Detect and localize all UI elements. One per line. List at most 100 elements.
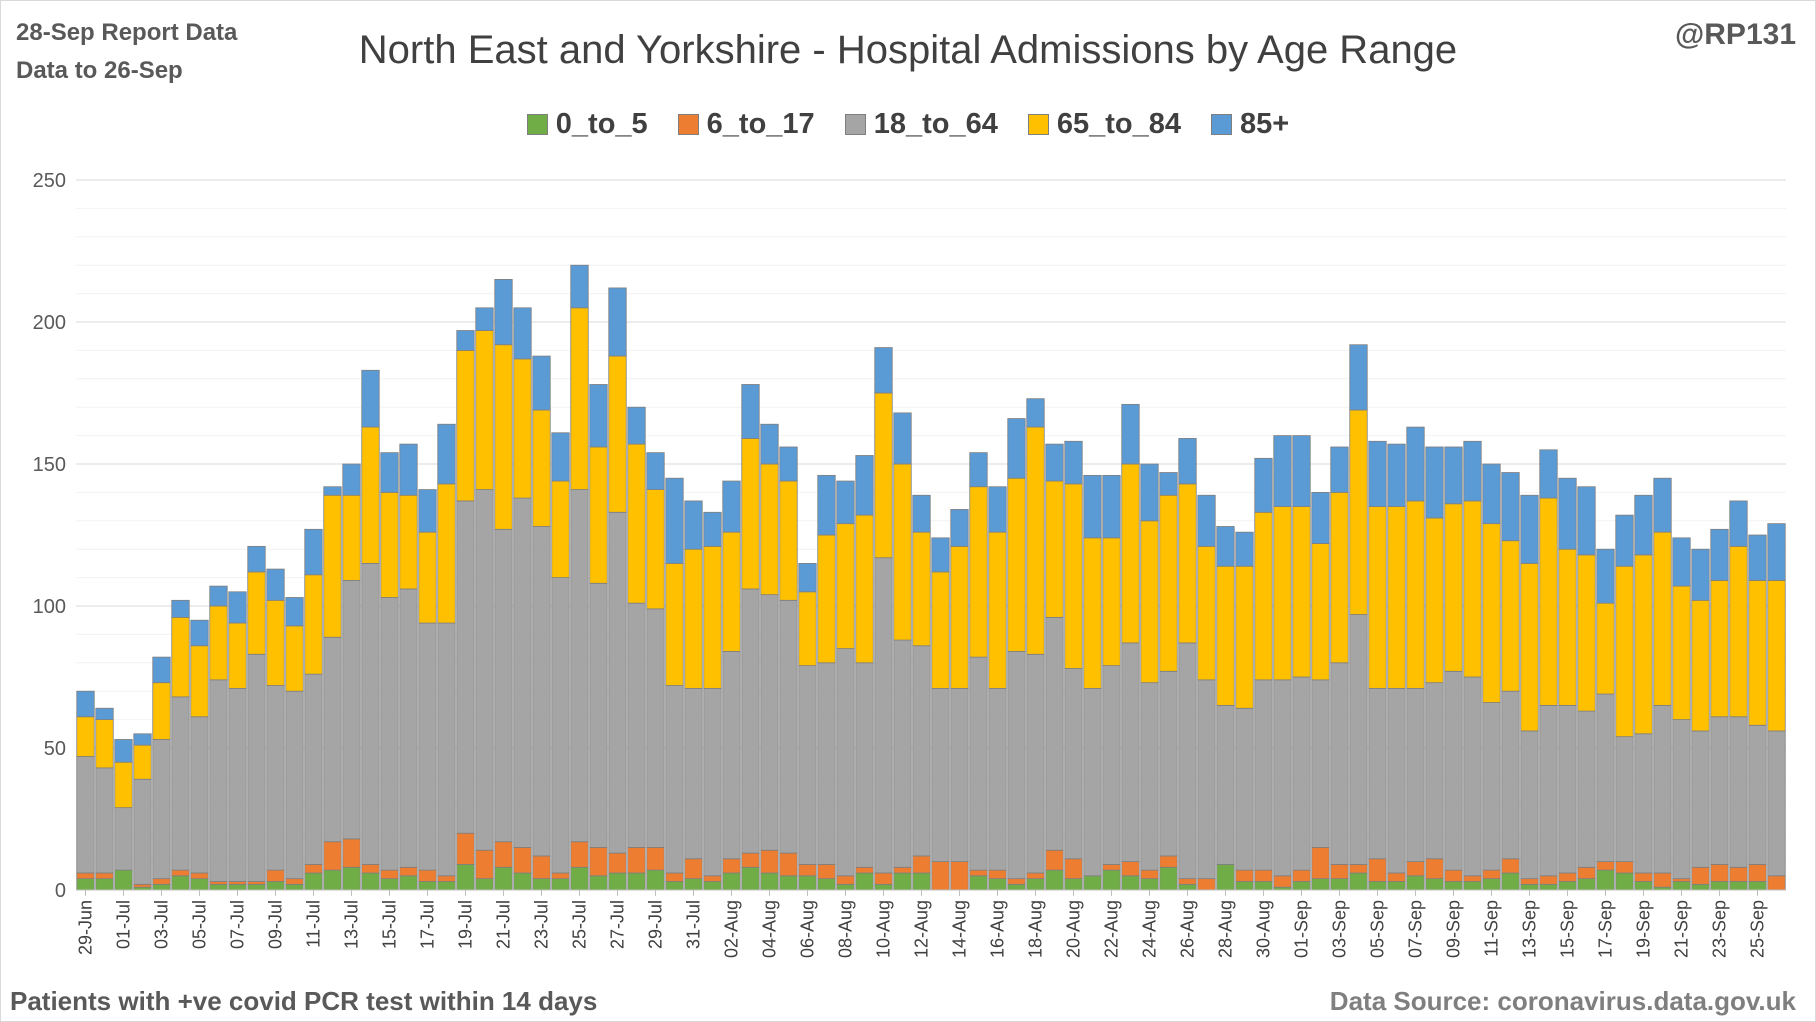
bar-segment-6_to_17 [1634,872,1653,882]
bar-segment-6_to_17 [494,841,513,868]
x-tick-label: 26-Aug [1178,900,1198,958]
bar-segment-65_to_84 [114,761,133,809]
bar-segment-18_to_64 [1102,665,1121,865]
bar-segment-6_to_17 [1178,878,1197,885]
x-tick-label: 11-Sep [1482,900,1502,957]
x-tick-label: 25-Jul [570,900,590,949]
bar-segment-65_to_84 [1349,409,1368,615]
bar-segment-18_to_64 [1748,724,1767,865]
chart-title: North East and Yorkshire - Hospital Admi… [358,28,1458,72]
bar-segment-85+ [1178,438,1197,485]
bar-segment-0_to_5 [418,881,437,891]
x-tick-label: 08-Aug [836,900,856,958]
bar-segment-85+ [532,355,551,411]
bar-segment-0_to_5 [798,875,817,891]
bar-segment-85+ [722,480,741,533]
bar-segment-18_to_64 [1216,705,1235,865]
bar-segment-18_to_64 [1577,710,1596,868]
bar-segment-18_to_64 [1710,716,1729,865]
bar-segment-65_to_84 [1026,426,1045,655]
bar-segment-6_to_17 [570,841,589,868]
bar-segment-0_to_5 [1672,881,1691,891]
bar-segment-65_to_84 [722,531,741,652]
bar-segment-6_to_17 [1273,875,1292,888]
bar-segment-0_to_5 [703,881,722,891]
bar-segment-85+ [893,412,912,465]
bar-segment-0_to_5 [95,878,114,891]
bar-segment-85+ [1387,443,1406,507]
bar-segment-6_to_17 [1653,872,1672,888]
bar-segment-65_to_84 [1501,540,1520,692]
bar-segment-0_to_5 [399,875,418,891]
bar-segment-6_to_17 [475,849,494,880]
bar-segment-6_to_17 [513,847,532,874]
x-tick-label: 25-Sep [1748,900,1768,958]
bar-segment-18_to_64 [152,739,171,880]
x-tick-label: 06-Aug [798,900,818,958]
x-tick-label: 05-Jul [190,900,210,949]
x-tick-label: 23-Sep [1710,900,1730,958]
bar-segment-85+ [646,452,665,490]
bar-segment-18_to_64 [1387,687,1406,874]
bar-segment-65_to_84 [1767,580,1786,732]
bar-segment-85+ [1349,344,1368,411]
bar-segment-0_to_5 [513,872,532,891]
bar-segment-6_to_17 [171,869,190,877]
bar-segment-18_to_64 [95,767,114,874]
bar-segment-85+ [1254,457,1273,513]
bar-segment-65_to_84 [627,443,646,604]
bar-segment-85+ [1767,523,1786,581]
bar-segment-85+ [1026,398,1045,428]
bar-segment-85+ [114,739,133,763]
x-tick-label: 17-Sep [1596,900,1616,958]
bar-segment-6_to_17 [1463,875,1482,882]
bar-segment-65_to_84 [1672,585,1691,720]
bar-segment-65_to_84 [1520,563,1539,732]
bar-segment-85+ [1064,440,1083,485]
bar-segment-6_to_17 [1482,869,1501,880]
bar-segment-85+ [1748,534,1767,581]
bar-segment-0_to_5 [76,878,95,891]
bar-segment-65_to_84 [703,545,722,689]
y-tick-label: 50 [44,738,66,760]
bar-segment-18_to_64 [1615,736,1634,863]
x-tick-label: 02-Aug [722,900,742,958]
legend-label: 18_to_64 [873,108,998,140]
bar-segment-0_to_5 [1330,878,1349,891]
bar-segment-65_to_84 [1425,517,1444,684]
bar-segment-0_to_5 [1368,881,1387,891]
bar-segment-18_to_64 [1064,668,1083,860]
bar-segment-6_to_17 [1577,866,1596,880]
x-tick-label: 10-Aug [874,900,894,958]
x-tick-label: 09-Sep [1444,900,1464,958]
bar-segment-65_to_84 [1235,565,1254,709]
bar-segment-65_to_84 [1444,503,1463,672]
bar-segment-18_to_64 [589,582,608,848]
bar-segment-65_to_84 [323,494,342,638]
bar-segment-65_to_84 [893,463,912,641]
bar-segment-85+ [1596,548,1615,604]
bar-segment-0_to_5 [741,866,760,891]
bar-segment-65_to_84 [76,716,95,757]
bar-segment-0_to_5 [1748,881,1767,891]
bar-segment-18_to_64 [760,594,779,851]
bar-segment-18_to_64 [1501,690,1520,860]
bar-segment-18_to_64 [1634,733,1653,874]
bar-segment-6_to_17 [589,847,608,877]
bar-segment-65_to_84 [456,349,475,502]
bar-segment-0_to_5 [760,872,779,891]
bar-segment-18_to_64 [209,679,228,882]
bar-segment-85+ [95,707,114,720]
bar-segment-18_to_64 [855,662,874,868]
data-date-line: Data to 26-Sep [16,57,183,84]
bar-segment-6_to_17 [931,861,950,891]
bar-segment-85+ [969,452,988,488]
bar-segment-18_to_64 [1121,642,1140,862]
bar-segment-6_to_17 [1406,861,1425,877]
bar-segment-85+ [76,690,95,718]
bar-segment-0_to_5 [114,869,133,891]
bar-segment-0_to_5 [228,883,247,891]
x-tick-label: 24-Aug [1140,900,1160,958]
bar-segment-18_to_64 [76,756,95,874]
bar-segment-6_to_17 [779,852,798,877]
